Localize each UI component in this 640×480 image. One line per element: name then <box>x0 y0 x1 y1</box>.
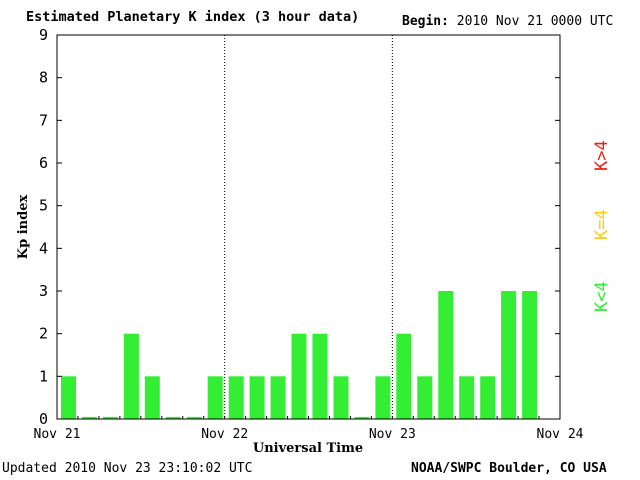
y-tick-label: 5 <box>39 197 48 215</box>
chart-title: Estimated Planetary K index (3 hour data… <box>26 9 360 25</box>
x-axis-label: Universal Time <box>253 441 363 456</box>
y-axis-label: Kp index <box>16 195 31 260</box>
kp-bar <box>249 376 265 419</box>
y-tick-label: 1 <box>39 367 48 385</box>
kp-bar <box>228 376 244 419</box>
kp-bar <box>312 333 328 419</box>
x-tick-label: Nov 21 <box>34 427 81 442</box>
kp-bar <box>186 416 202 419</box>
begin-value: 2010 Nov 21 0000 UTC <box>456 14 614 29</box>
kp-bar <box>375 376 391 419</box>
begin-time: Begin: 2010 Nov 21 0000 UTC <box>402 14 613 29</box>
kp-bar <box>123 333 139 419</box>
y-tick-label: 0 <box>39 410 48 428</box>
updated-time: Updated 2010 Nov 23 23:10:02 UTC <box>2 461 252 476</box>
kp-bar <box>291 333 307 419</box>
kp-bar <box>480 376 496 419</box>
kp-bar <box>333 376 349 419</box>
bars-group <box>61 291 538 419</box>
kp-bar <box>459 376 475 419</box>
credit-text: NOAA/SWPC Boulder, CO USA <box>411 461 607 476</box>
y-tick-label: 2 <box>39 325 48 343</box>
kp-bar <box>438 291 454 419</box>
legend-k-above-4: K>4 <box>592 140 612 171</box>
updated-value: 2010 Nov 23 23:10:02 UTC <box>64 461 253 476</box>
y-tick-label: 3 <box>39 282 48 300</box>
legend-k-equals-4: K=4 <box>592 209 612 240</box>
kp-bar <box>522 291 538 419</box>
x-tick-label: Nov 24 <box>537 427 584 442</box>
y-tick-label: 9 <box>39 26 48 44</box>
kp-bar <box>144 376 160 419</box>
kp-bar <box>61 376 76 419</box>
kp-bar <box>396 333 412 419</box>
kp-bar <box>82 416 97 419</box>
kp-bar <box>165 416 181 419</box>
begin-label: Begin: <box>402 14 449 29</box>
legend-k-below-4: K<4 <box>592 281 612 312</box>
day-separators <box>224 35 393 419</box>
kp-bar <box>102 416 118 419</box>
y-tick-label: 8 <box>39 69 48 87</box>
y-tick-label: 6 <box>39 154 48 172</box>
kp-bar <box>207 376 223 419</box>
kp-bar <box>501 291 517 419</box>
kp-bar <box>417 376 433 419</box>
y-axis-ticks: 0 1 2 3 4 5 6 7 8 9 <box>39 26 560 428</box>
updated-label: Updated <box>2 461 57 476</box>
y-tick-label: 4 <box>39 239 48 257</box>
kp-bar <box>270 376 286 419</box>
x-tick-label: Nov 22 <box>201 427 248 442</box>
kp-bar <box>354 416 370 419</box>
x-axis-ticks: Nov 21 Nov 22 Nov 23 Nov 24 <box>34 416 584 442</box>
x-tick-label: Nov 23 <box>369 427 416 442</box>
y-tick-label: 7 <box>39 111 48 129</box>
